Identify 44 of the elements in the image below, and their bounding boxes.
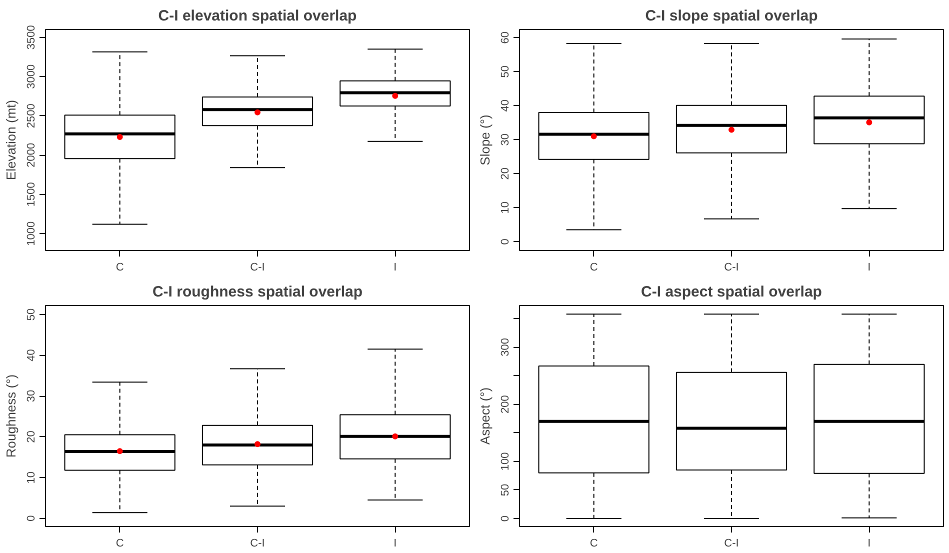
x-tick-label: C-I	[724, 538, 739, 550]
y-tick-label: 50	[500, 484, 512, 496]
y-tick-label: 30	[500, 134, 512, 146]
y-tick-label: 50	[500, 66, 512, 78]
x-tick-label: C	[116, 262, 124, 274]
y-tick-label: 0	[500, 515, 512, 522]
y-tick-label: 2000	[26, 142, 38, 168]
y-tick-label: 1500	[26, 182, 38, 207]
y-tick-label: 0	[500, 238, 512, 245]
x-tick-label: I	[868, 262, 871, 274]
y-tick-label: 300	[500, 338, 512, 356]
y-axis-title: Elevation (mt)	[4, 100, 18, 180]
x-tick-label: C	[116, 538, 124, 550]
chart-title: C-I roughness spatial overlap	[152, 284, 363, 300]
y-tick-label: 200	[500, 395, 512, 414]
y-tick-label: 30	[26, 390, 38, 402]
y-axis-title: Slope (°)	[478, 114, 492, 166]
chart-title: C-I elevation spatial overlap	[158, 8, 357, 24]
y-tick-label: 100	[500, 452, 512, 471]
y-tick-label: 20	[26, 430, 38, 443]
y-tick-label: 3500	[26, 25, 38, 50]
y-tick-label: 50	[26, 308, 38, 321]
chart-title: C-I aspect spatial overlap	[641, 284, 822, 300]
y-tick-label: 1000	[26, 221, 38, 246]
y-tick-label: 20	[500, 168, 512, 180]
x-tick-label: C	[590, 262, 598, 274]
chart-title: C-I slope spatial overlap	[645, 8, 818, 24]
x-tick-label: I	[394, 262, 397, 274]
y-tick-label: 3000	[26, 64, 38, 89]
y-tick-label: 10	[500, 202, 512, 214]
y-tick-label: 60	[500, 32, 512, 44]
x-tick-label: C-I	[250, 538, 265, 550]
x-tick-label: C-I	[724, 262, 739, 274]
x-tick-label: C-I	[250, 262, 265, 274]
y-tick-label: 10	[26, 471, 38, 484]
x-tick-label: I	[394, 538, 397, 550]
y-tick-label: 2500	[26, 104, 38, 128]
y-axis-title: Roughness (°)	[4, 374, 18, 458]
x-tick-label: I	[868, 538, 871, 550]
y-tick-label: 40	[26, 349, 38, 362]
y-tick-label: 40	[500, 100, 512, 112]
y-tick-label: 0	[26, 515, 38, 522]
y-axis-title: Aspect (°)	[478, 387, 492, 445]
x-tick-label: C	[590, 538, 598, 550]
